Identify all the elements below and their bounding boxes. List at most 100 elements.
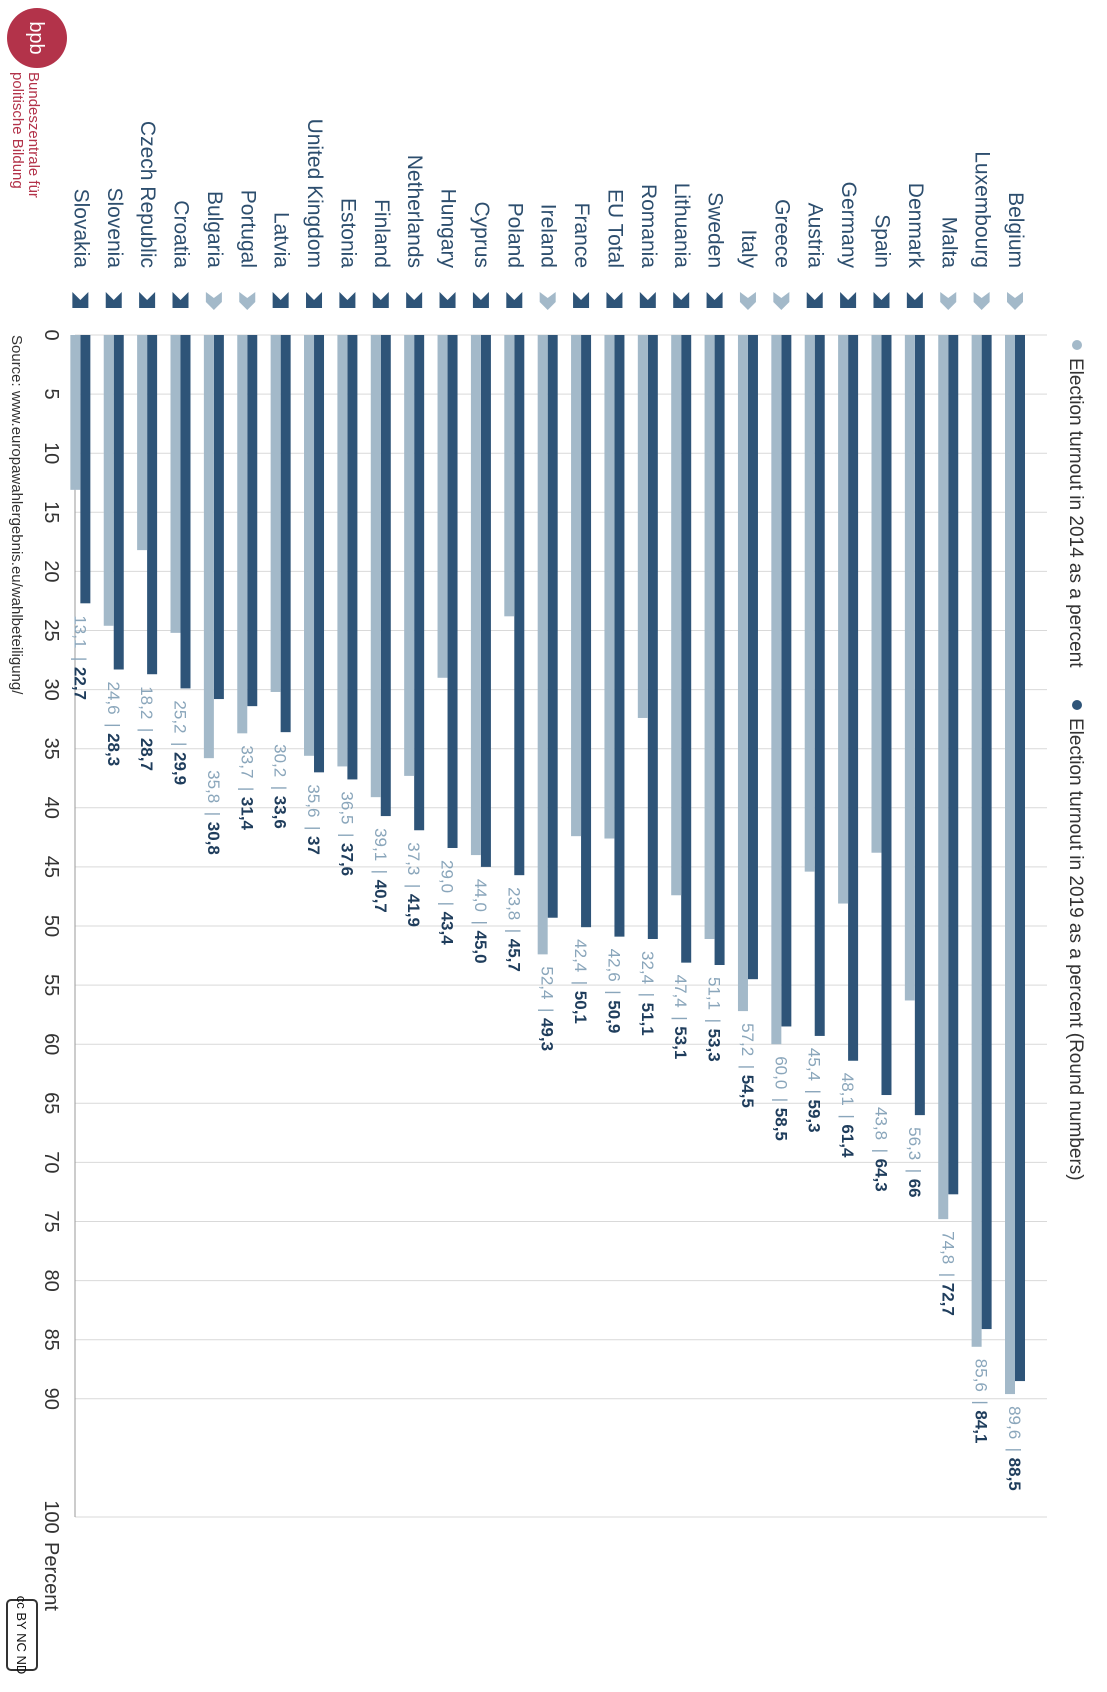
trend-down-icon	[72, 292, 89, 308]
value-separator: |	[371, 870, 390, 874]
x-tick-label: 30	[40, 678, 62, 700]
value-separator: |	[771, 1098, 790, 1102]
category-label: Italy	[737, 229, 760, 268]
value-separator: |	[604, 990, 623, 994]
value-label-2019: 40,7	[371, 880, 390, 913]
category-label: Slovenia	[103, 187, 126, 268]
value-separator: |	[171, 742, 190, 746]
bar-2019	[547, 335, 558, 918]
value-separator: |	[70, 657, 89, 661]
value-separator: |	[204, 812, 223, 816]
trend-down-icon	[172, 292, 189, 308]
value-separator: |	[972, 1400, 991, 1404]
bar-2014	[370, 335, 381, 798]
bar-2014	[904, 335, 915, 1001]
value-separator: |	[938, 1273, 957, 1277]
category-label: Croatia	[170, 200, 193, 268]
cc-license-text: cc BY NC ND	[14, 1596, 29, 1675]
logo-line-1: Bundeszentrale für	[25, 72, 42, 198]
value-separator: |	[838, 1114, 857, 1118]
value-separator: |	[738, 1065, 757, 1069]
bar-2014	[270, 335, 281, 692]
value-label-2019: 59,3	[805, 1100, 824, 1133]
trend-down-icon	[873, 292, 890, 308]
value-label-2019: 61,4	[838, 1124, 857, 1158]
category-label: Portugal	[236, 190, 259, 268]
trend-down-icon	[673, 292, 690, 308]
value-label-2019: 72,7	[938, 1283, 957, 1316]
category-label: Belgium	[1004, 192, 1027, 268]
legend-dot-2014	[1072, 340, 1082, 350]
bar-2014	[437, 335, 448, 678]
source-note: Source: www.europawahlergebnis.eu/wahlbe…	[8, 335, 25, 695]
category-label: Poland	[503, 203, 526, 268]
cc-license-badge	[6, 1599, 38, 1671]
bar-2019	[80, 335, 91, 604]
bar-2019	[981, 335, 992, 1330]
bar-2014	[1005, 335, 1015, 1395]
value-label-2014: 43,8	[871, 1107, 890, 1140]
bar-2014	[771, 335, 782, 1045]
bar-2014	[971, 335, 982, 1347]
value-separator: |	[671, 1016, 690, 1020]
trend-down-icon	[706, 292, 723, 308]
value-label-2014: 42,6	[604, 949, 623, 982]
category-label: Czech Republic	[136, 121, 159, 268]
value-label-2014: 74,8	[938, 1231, 957, 1264]
value-label-2014: 18,2	[137, 686, 156, 719]
bar-2019	[113, 335, 124, 670]
value-separator: |	[705, 1019, 724, 1023]
bar-2014	[103, 335, 114, 626]
value-label-2019: 31,4	[237, 797, 256, 831]
bar-2019	[948, 335, 959, 1195]
trend-down-icon	[105, 292, 122, 308]
value-label-2019: 37,6	[337, 843, 356, 876]
value-separator: |	[471, 921, 490, 925]
value-label-2019: 50,9	[604, 1000, 623, 1033]
x-tick-label: 15	[40, 501, 62, 523]
bar-2019	[781, 335, 792, 1027]
value-label-2014: 48,1	[838, 1073, 857, 1106]
category-label: Greece	[770, 199, 793, 268]
category-label: Cyprus	[470, 201, 493, 268]
trend-down-icon	[439, 292, 456, 308]
bar-2019	[581, 335, 592, 928]
trend-down-icon	[573, 292, 590, 308]
category-label: Luxembourg	[971, 151, 994, 268]
category-label: Spain	[870, 214, 893, 268]
value-label-2014: 51,1	[705, 977, 724, 1010]
trend-down-icon	[406, 292, 423, 308]
value-label-2014: 42,4	[571, 939, 590, 972]
bar-2019	[1015, 335, 1025, 1382]
value-label-2019: 37	[304, 836, 323, 855]
x-tick-label: 25	[40, 619, 62, 641]
category-label: Ireland	[537, 204, 560, 268]
legend-label-2014: Election turnout in 2014 as a percent	[1065, 358, 1086, 668]
bar-2019	[881, 335, 892, 1096]
bar-2019	[447, 335, 458, 848]
value-label-2019: 45,7	[504, 939, 523, 972]
bpb-logo-icon	[7, 8, 67, 68]
value-separator: |	[638, 993, 657, 997]
value-separator: |	[871, 1149, 890, 1153]
value-label-2019: 41,9	[404, 894, 423, 927]
value-label-2014: 45,4	[805, 1048, 824, 1081]
value-label-2019: 51,1	[638, 1003, 657, 1036]
value-label-2014: 24,6	[104, 682, 123, 715]
category-label: France	[570, 203, 593, 268]
value-separator: |	[104, 723, 123, 727]
bar-2019	[347, 335, 358, 780]
bar-2014	[170, 335, 181, 633]
x-tick-label: 5	[40, 389, 62, 400]
value-label-2014: 60,0	[771, 1056, 790, 1089]
value-label-2019: 30,8	[204, 822, 223, 855]
trend-up-icon	[539, 292, 556, 310]
bar-2014	[137, 335, 148, 551]
value-label-2014: 35,6	[304, 784, 323, 817]
x-tick-label: 80	[40, 1269, 62, 1291]
category-label: Netherlands	[403, 155, 426, 268]
trend-down-icon	[139, 292, 156, 308]
trend-up-icon	[239, 292, 256, 310]
